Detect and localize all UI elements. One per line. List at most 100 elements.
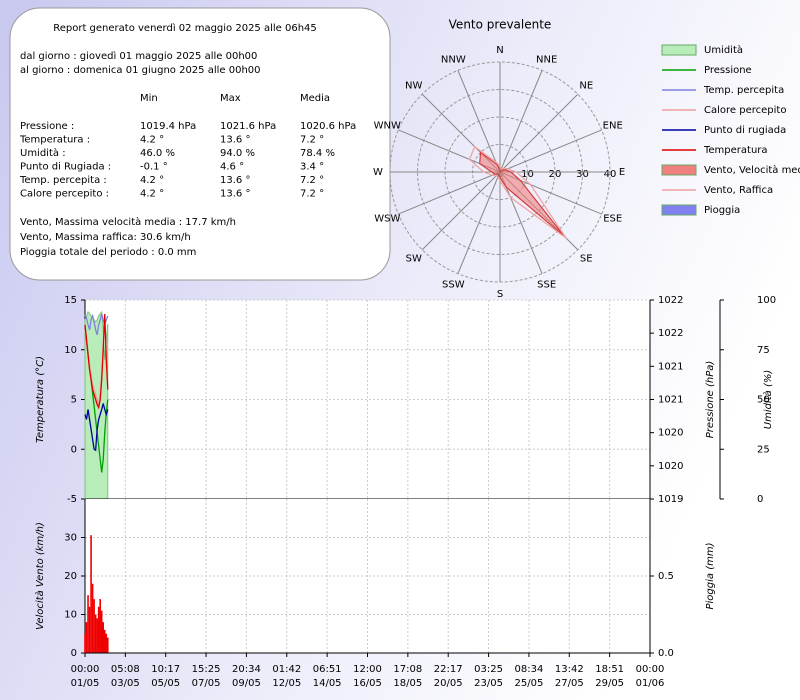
y-tick-label: 10 <box>64 610 77 621</box>
rose-series <box>479 151 565 237</box>
x-tick-time: 20:34 <box>232 664 261 675</box>
report-to: al giorno : domenica 01 giugno 2025 alle… <box>20 65 261 76</box>
table-cell: Umidità : <box>20 147 66 159</box>
table-cell: Pressione : <box>20 121 74 132</box>
legend-swatch <box>661 44 697 56</box>
table-cell: 4.2 ° <box>140 189 164 200</box>
x-tick-time: 00:00 <box>71 664 100 675</box>
table-cell: 94.0 % <box>220 148 255 159</box>
y2-axis-label: Pressione (hPa) <box>705 361 716 439</box>
table-cell: 1021.6 hPa <box>220 121 276 132</box>
y3-tick-label: 0 <box>757 494 763 505</box>
table-header: Min <box>140 93 158 104</box>
direction-label: NW <box>405 81 422 92</box>
y3-tick-label: 100 <box>757 295 776 306</box>
spoke <box>457 171 501 274</box>
x-tick-time: 08:34 <box>515 664 544 675</box>
direction-label: NNW <box>441 54 466 65</box>
spoke <box>457 70 501 173</box>
bar <box>94 614 97 653</box>
y-tick-label: 15 <box>64 295 77 306</box>
table-cell: 13.6 ° <box>220 175 250 186</box>
direction-label: SW <box>406 253 422 264</box>
table-header: Max <box>220 93 241 104</box>
bar <box>90 535 92 653</box>
table-cell: Calore percepito : <box>20 189 109 200</box>
x-tick-time: 22:17 <box>434 664 463 675</box>
table-cell: 4.2 ° <box>140 175 164 186</box>
y2-tick-label: 1022 <box>658 295 683 306</box>
report-footer: Vento, Massima raffica: 30.6 km/h <box>20 232 191 243</box>
legend-swatch <box>661 164 697 176</box>
legend-label: Punto di rugiada <box>704 125 786 136</box>
y-tick-label: 0 <box>71 444 77 455</box>
x-tick-date: 09/05 <box>232 678 261 689</box>
bar <box>91 583 94 653</box>
spoke <box>499 171 543 274</box>
direction-label: WSW <box>374 214 400 225</box>
direction-label: NNE <box>536 54 557 65</box>
spoke <box>499 70 543 173</box>
x-tick-time: 18:51 <box>595 664 624 675</box>
bar <box>106 637 109 653</box>
y2-tick-label: 1021 <box>658 395 683 406</box>
bar <box>88 606 91 653</box>
y3-axis-label: Umidità (%) <box>762 370 774 430</box>
y2-tick-label: 1020 <box>658 461 683 472</box>
bar <box>100 610 103 653</box>
x-tick-date: 18/05 <box>393 678 422 689</box>
bar <box>84 633 86 653</box>
x-tick-time: 00:00 <box>636 664 665 675</box>
table-cell: 4.6 ° <box>220 162 244 173</box>
table-cell: Temperatura : <box>19 135 90 146</box>
x-tick-date: 25/05 <box>515 678 544 689</box>
x-tick-date: 03/05 <box>111 678 140 689</box>
bar <box>102 622 105 653</box>
legend-label: Pressione <box>704 65 752 76</box>
x-tick-time: 12:00 <box>353 664 382 675</box>
direction-label: SSE <box>537 280 556 291</box>
y-axis-label: Temperatura (°C) <box>35 356 46 443</box>
x-tick-date: 01/06 <box>636 678 665 689</box>
table-header: Media <box>300 93 330 104</box>
direction-label: S <box>497 289 503 300</box>
direction-label: W <box>373 167 383 178</box>
r-tick-label: 10 <box>521 169 534 180</box>
bar <box>96 618 98 653</box>
y2-tick-label: 0.0 <box>658 648 674 659</box>
report-footer: Vento, Massima velocità media : 17.7 km/… <box>20 216 236 228</box>
x-tick-date: 14/05 <box>313 678 342 689</box>
legend-swatch <box>661 204 697 216</box>
x-tick-date: 16/05 <box>353 678 382 689</box>
table-cell: Punto di Rugiada : <box>20 162 111 173</box>
x-tick-date: 23/05 <box>474 678 503 689</box>
x-tick-time: 10:17 <box>151 664 180 675</box>
x-tick-date: 29/05 <box>595 678 624 689</box>
direction-label: ESE <box>603 214 622 225</box>
direction-label: ENE <box>603 120 623 131</box>
x-tick-date: 07/05 <box>192 678 221 689</box>
table-cell: -0.1 ° <box>140 162 168 173</box>
legend-label: Umidità <box>704 44 743 56</box>
spoke <box>499 129 602 173</box>
y-axis-label: Velocità Vento (km/h) <box>34 522 46 630</box>
legend-label: Vento, Raffica <box>704 185 773 196</box>
table-cell: 78.4 % <box>300 148 335 159</box>
report-title: Report generato venerdì 02 maggio 2025 a… <box>53 22 317 34</box>
line <box>84 313 109 410</box>
chart-title: Vento prevalente <box>449 18 552 32</box>
legend-label: Temperatura <box>703 145 768 156</box>
report-from: dal giorno : giovedì 01 maggio 2025 alle… <box>20 50 257 62</box>
x-tick-time: 15:25 <box>192 664 221 675</box>
direction-label: SE <box>580 253 593 264</box>
x-tick-time: 03:25 <box>474 664 503 675</box>
x-tick-time: 05:08 <box>111 664 140 675</box>
y2-axis-label: Pioggia (mm) <box>705 543 716 610</box>
y2-tick-label: 1020 <box>658 428 683 439</box>
direction-label: NE <box>579 81 593 92</box>
table-cell: 7.2 ° <box>300 175 324 186</box>
y2-tick-label: 1022 <box>658 328 683 339</box>
x-tick-date: 01/05 <box>71 678 100 689</box>
y3-tick-label: 25 <box>757 444 770 455</box>
r-tick-label: 20 <box>549 169 562 180</box>
